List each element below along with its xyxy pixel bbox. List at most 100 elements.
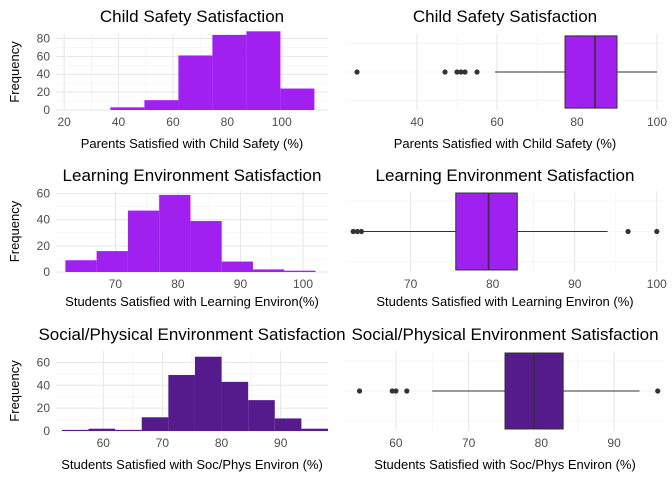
x-tick-label: 90 [274,436,288,450]
chart-title: Social/Physical Environment Satisfaction [38,325,345,344]
y-tick-label: 0 [43,424,50,438]
y-axis-label: Frequency [7,360,22,422]
x-tick-label: 60 [490,115,504,129]
outlier-point [655,388,661,394]
histogram-bar [61,429,89,431]
y-tick-label: 60 [37,355,51,369]
chart-title: Child Safety Satisfaction [413,7,597,26]
x-tick-label: 100 [293,277,313,291]
outlier-point [393,388,399,394]
histogram-bar [190,221,222,272]
outlier-point [625,228,631,235]
outlier-point [350,228,356,235]
x-axis-label: Students Satisfied with Learning Environ… [65,294,319,309]
outlier-point [354,228,360,235]
histogram-bar [144,100,179,110]
panel-box-soc: Social/Physical Environment Satisfaction… [345,325,665,472]
histogram-bar [178,55,213,110]
histogram-bar [110,107,145,110]
box-iqr [455,192,518,271]
y-tick-label: 40 [37,213,51,227]
x-tick-label: 80 [215,436,229,450]
outlier-point [404,388,410,394]
y-axis-label: Frequency [7,41,22,103]
outlier-point [356,388,363,394]
y-tick-label: 40 [37,67,51,81]
x-tick-label: 40 [410,115,424,129]
outlier-point [454,69,460,75]
histogram-bar [194,356,222,431]
x-axis-label: Parents Satisfied with Child Safety (%) [394,136,617,151]
y-tick-label: 20 [37,85,51,99]
y-tick-label: 0 [43,103,50,117]
y-tick-label: 80 [37,31,51,45]
chart-title: Learning Environment Satisfaction [63,166,322,185]
outlier-point [458,69,464,75]
histogram-bar [280,88,315,110]
x-tick-label: 100 [647,277,667,291]
panel-hist-soc: Social/Physical Environment Satisfaction… [7,325,346,472]
chart-title: Child Safety Satisfaction [100,7,284,26]
y-axis-label: Frequency [7,200,22,262]
x-tick-label: 90 [568,277,582,291]
x-tick-label: 60 [166,115,180,129]
histogram-bar [141,417,169,431]
x-tick-label: 80 [535,436,549,450]
y-tick-label: 20 [37,401,51,415]
x-tick-label: 100 [647,115,667,129]
chart-title: Learning Environment Satisfaction [376,166,635,185]
histogram-bar [252,269,285,272]
histogram-bar [274,418,302,431]
outlier-point [462,69,468,75]
x-tick-label: 80 [221,115,235,129]
outlier-point [389,388,395,394]
x-tick-label: 80 [171,277,185,291]
x-tick-label: 60 [389,436,403,450]
outlier-point [654,228,660,235]
panel-hist-learn: Learning Environment Satisfaction 70 80 90 1… [7,166,328,309]
histogram-bar [301,428,328,431]
x-tick-label: 60 [97,436,111,450]
x-tick-label: 90 [234,277,248,291]
y-tick-label: 0 [43,265,50,279]
panel-hist-child: Child Safety Satisfaction 20 40 60 80 100 Pare… [7,7,328,151]
histogram-bar [168,375,195,431]
x-tick-label: 80 [486,277,500,291]
outlier-point [442,69,448,75]
histogram-bar [88,428,116,431]
y-tick-label: 20 [37,239,51,253]
x-tick-label: 20 [57,115,71,129]
histogram-bar [127,210,160,272]
histogram-bar [115,429,142,431]
panel-box-learn: Learning Environment Satisfaction 70 80 90 1… [345,166,667,309]
x-axis-label: Students Satisfied with Learning Environ… [376,294,633,309]
x-axis-label: Students Satisfied with Soc/Phys Environ… [374,457,636,472]
x-tick-label: 100 [272,115,292,129]
box-iqr [564,35,618,109]
outlier-point [354,69,360,75]
y-tick-label: 60 [37,187,51,201]
outlier-point [474,69,480,75]
x-tick-label: 70 [404,277,418,291]
histogram-bar [96,251,128,272]
histogram-bar [221,381,249,431]
histogram-bar [246,31,281,110]
chart-title: Social/Physical Environment Satisfaction [351,325,658,344]
histogram-bar [221,261,253,272]
outlier-point [358,228,365,235]
x-tick-label: 70 [109,277,123,291]
x-tick-label: 70 [156,436,170,450]
histogram-bar [159,194,191,272]
x-tick-label: 90 [607,436,621,450]
histogram-bar [248,400,275,431]
histogram-bar [212,34,247,110]
x-axis-label: Parents Satisfied with Child Safety (%) [81,136,304,151]
x-tick-label: 70 [462,436,476,450]
panel-box-child: Child Safety Satisfaction 40 60 80 100 Parent… [345,7,667,151]
x-tick-label: 80 [570,115,584,129]
histogram-bar [284,270,316,272]
x-tick-label: 40 [112,115,126,129]
x-axis-label: Students Satisfied with Soc/Phys Environ… [61,457,323,472]
histogram-bar [65,260,97,272]
